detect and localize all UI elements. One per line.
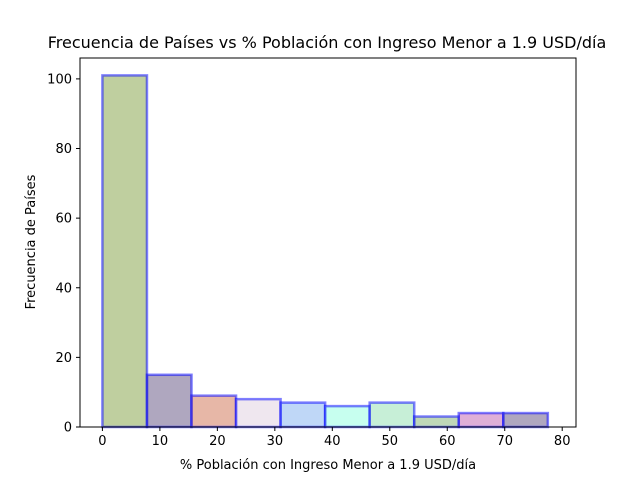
histogram-bar-6 <box>368 401 416 429</box>
y-tick-label: 100 <box>47 72 72 87</box>
y-axis: 0 20 40 60 80 100 <box>47 72 80 436</box>
x-tick-label: 40 <box>324 434 341 449</box>
x-tick-label: 0 <box>98 434 106 449</box>
plot-frame <box>79 57 577 428</box>
histogram-bar-9 <box>502 411 550 429</box>
y-tick-label: 0 <box>64 421 72 436</box>
histogram-bar-7 <box>412 415 461 429</box>
x-tick-label: 60 <box>439 434 456 449</box>
x-tick-label: 10 <box>152 434 169 449</box>
x-tick-label: 20 <box>209 434 226 449</box>
x-tick-label: 70 <box>496 434 513 449</box>
histogram-bar-1 <box>145 373 193 429</box>
y-tick-label: 80 <box>55 142 72 157</box>
y-tick-label: 40 <box>55 281 72 296</box>
histogram-bar-2 <box>190 394 238 429</box>
bars-group <box>101 74 550 429</box>
histogram-bar-0 <box>101 74 149 429</box>
x-axis-label: % Población con Ingreso Menor a 1.9 USD/… <box>180 458 476 473</box>
x-tick-label: 30 <box>267 434 284 449</box>
histogram-bar-8 <box>457 411 505 429</box>
y-axis-label: Frecuencia de Países <box>24 174 39 309</box>
x-tick-label: 80 <box>554 434 571 449</box>
y-tick-label: 20 <box>55 351 72 366</box>
histogram-bar-3 <box>234 397 282 429</box>
histogram-bar-4 <box>279 401 327 429</box>
y-tick-label: 60 <box>55 212 72 227</box>
x-tick-label: 50 <box>382 434 399 449</box>
histogram-bar-5 <box>323 404 371 429</box>
chart-title: Frecuencia de Países vs % Población con … <box>48 33 607 52</box>
x-axis: 0 10 20 30 40 50 60 70 80 <box>98 427 570 449</box>
